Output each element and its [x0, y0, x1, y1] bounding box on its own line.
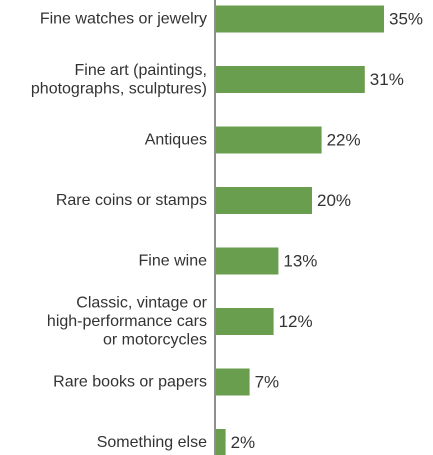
bar: [216, 187, 312, 214]
value-label: 22%: [327, 131, 361, 150]
category-label-line: Something else: [97, 434, 207, 451]
bar: [216, 247, 279, 275]
value-labels-group: 35% 31% 22% 20% 13% 12% 7% 2%: [231, 10, 423, 453]
bar: [216, 429, 226, 455]
value-label: 12%: [279, 312, 313, 331]
category-label-line: Rare coins or stamps: [56, 192, 207, 209]
category-label: Fine wine: [139, 253, 208, 270]
bar: [216, 368, 250, 396]
category-label-line: Rare books or papers: [53, 374, 207, 391]
value-label: 7%: [255, 373, 280, 392]
category-label: Rare coins or stamps: [56, 192, 207, 209]
category-labels-group: Fine watches or jewelry Fine art (paintin…: [31, 11, 208, 452]
category-label-line: Antiques: [145, 132, 207, 149]
category-label-line: high-performance cars: [47, 313, 207, 330]
category-label-line: photographs, sculptures): [31, 80, 207, 97]
category-label: Fine art (paintings, photographs, sculptu…: [31, 62, 207, 98]
value-label: 13%: [283, 252, 317, 271]
category-label-line: or motorcycles: [103, 332, 207, 349]
bars-group: [216, 5, 384, 455]
category-label: Antiques: [145, 132, 207, 149]
category-label-line: Fine wine: [139, 253, 208, 270]
category-label: Something else: [97, 434, 207, 451]
bar: [216, 126, 322, 154]
bar: [216, 308, 274, 335]
bar: [216, 5, 384, 33]
value-label: 20%: [317, 191, 351, 210]
category-label-line: Fine watches or jewelry: [40, 11, 207, 28]
category-label-line: Fine art (paintings,: [74, 62, 207, 79]
category-label: Fine watches or jewelry: [40, 11, 207, 28]
category-label: Classic, vintage or high-performance cars…: [47, 295, 208, 349]
value-label: 35%: [389, 10, 423, 29]
value-label: 2%: [231, 433, 256, 452]
category-label-line: Classic, vintage or: [76, 295, 207, 312]
category-label: Rare books or papers: [53, 374, 207, 391]
bar: [216, 66, 365, 93]
value-label: 31%: [370, 70, 404, 89]
